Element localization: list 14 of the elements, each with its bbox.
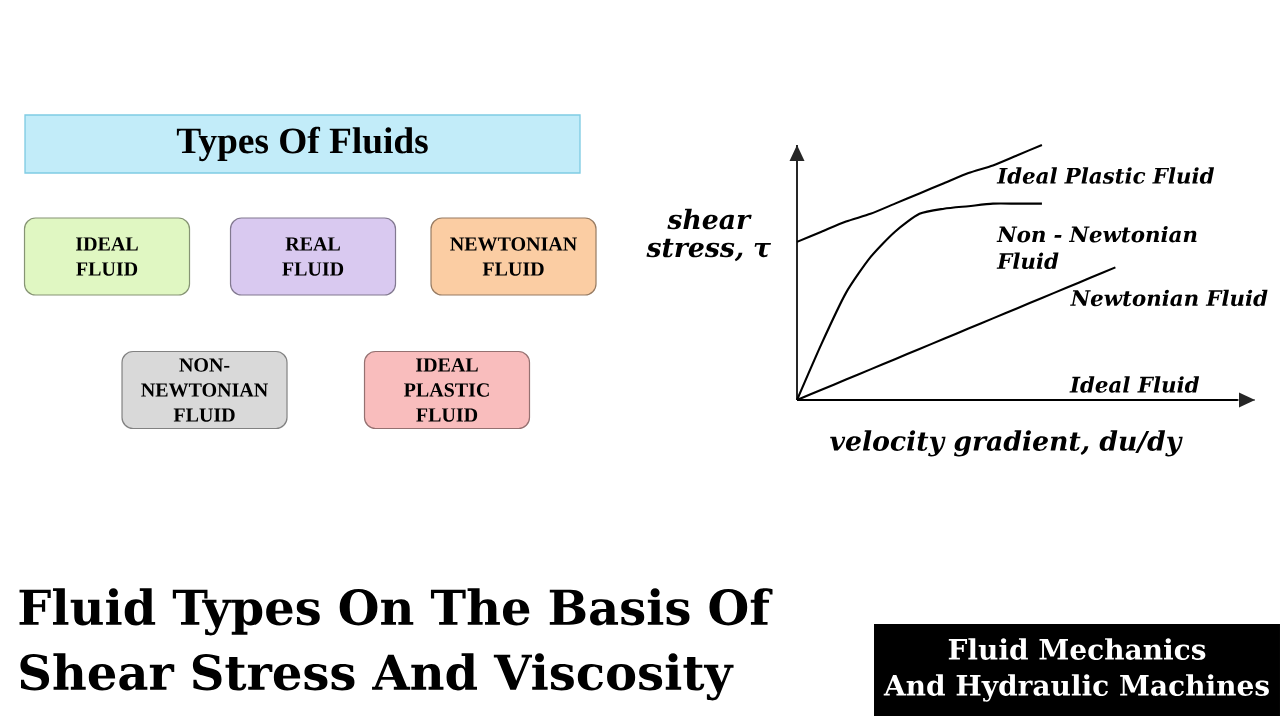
category-label: IDEAL FLUID [76,237,138,276]
series-label: Ideal Fluid [1069,376,1200,393]
series-label: Non - Newtonian Fluid [996,225,1197,270]
category-label: NEWTONIAN FLUID [450,237,577,276]
text: Types Of Fluids [176,126,428,162]
text: Fluid Mechanics And Hydraulic Machines [883,638,1269,702]
series-label: Newtonian Fluid [1070,289,1268,307]
series-label: Ideal Plastic Fluid [996,167,1215,184]
category-label: NON-NEWTONIAN FLUID [141,358,268,422]
category-label: IDEAL PLASTIC FLUID [404,358,489,422]
category-label: REAL FLUID [282,237,344,276]
x-axis-title: velocity gradient, du/dy [830,430,1183,457]
text: Fluid Types On The Basis Of Shear Stress And Viscosity [19,588,773,701]
y-axis-title: shear stress, τ [646,208,771,262]
